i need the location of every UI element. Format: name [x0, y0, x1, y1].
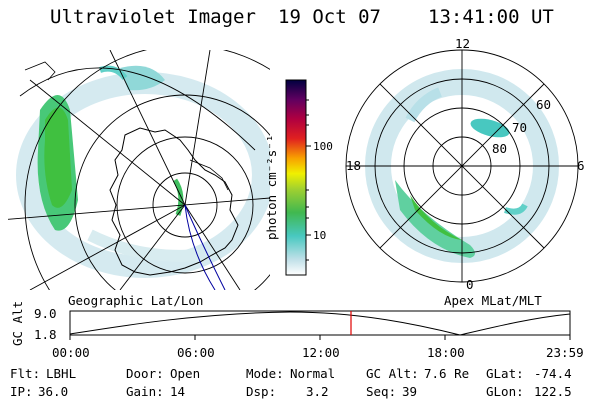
altitude-curve — [69, 311, 571, 336]
status-glat-value: -74.4 — [534, 366, 572, 381]
status-seq-label: Seq: — [366, 384, 397, 399]
lat-label-80: 80 — [492, 141, 508, 156]
coast-fragment — [24, 61, 56, 81]
status-mode-value: Normal — [290, 366, 336, 381]
status-flt-label: Flt: — [10, 366, 41, 381]
status-glon-value: 122.5 — [534, 384, 572, 399]
altitude-xtick-0600: 06:00 — [177, 345, 215, 360]
polar-plot — [345, 49, 579, 283]
status-ip-label: IP: — [10, 384, 33, 399]
colorbar-tick-10: 10 — [313, 229, 327, 242]
polar-panel-label: Apex MLat/MLT — [444, 293, 542, 308]
altitude-ylabel: GC Alt — [10, 300, 25, 346]
status-mode-label: Mode: — [246, 366, 284, 381]
status-dsp-label: Dsp: — [246, 384, 277, 399]
lat-label-70: 70 — [512, 120, 528, 135]
antarctica-coastline — [109, 127, 239, 276]
status-door-value: Open — [170, 366, 201, 381]
mlt-label-18: 18 — [346, 158, 362, 173]
lat-label-60: 60 — [536, 97, 552, 112]
altitude-xtick-1800: 18:00 — [427, 345, 465, 360]
geo-panel-label: Geographic Lat/Lon — [68, 293, 204, 308]
altitude-xtick-0000: 00:00 — [52, 345, 90, 360]
status-glon-label: GLon: — [486, 384, 524, 399]
geographic-map — [8, 50, 270, 290]
colorbar — [285, 79, 311, 276]
status-ip-value: 36.0 — [38, 384, 69, 399]
status-flt-value: LBHL — [46, 366, 77, 381]
mlt-label-6: 6 — [577, 158, 585, 173]
altitude-plot — [69, 310, 571, 340]
altitude-ytick-9: 9.0 — [34, 306, 57, 321]
ground-track — [184, 204, 226, 290]
altitude-ytick-1-8: 1.8 — [34, 327, 57, 342]
status-seq-value: 39 — [402, 384, 418, 399]
status-door-label: Door: — [126, 366, 164, 381]
altitude-xtick-2359: 23:59 — [546, 345, 584, 360]
date-label: 19 Oct 07 — [278, 6, 381, 28]
colorbar-unit-label: photon cm⁻²s⁻¹ — [264, 134, 279, 240]
mlt-label-0: 0 — [466, 277, 474, 292]
status-glat-label: GLat: — [486, 366, 524, 381]
mlt-label-12: 12 — [455, 36, 471, 51]
time-label: 13:41:00 UT — [428, 6, 554, 28]
status-gain-value: 14 — [170, 384, 186, 399]
instrument-title: Ultraviolet Imager — [50, 6, 256, 28]
aurora-oval-geo — [16, 65, 270, 278]
status-gcalt-value: 7.6 Re — [424, 366, 470, 381]
status-gcalt-label: GC Alt: — [366, 366, 419, 381]
geo-grid — [8, 50, 270, 290]
status-dsp-value: 3.2 — [306, 384, 329, 399]
altitude-xtick-1200: 12:00 — [302, 345, 340, 360]
colorbar-tick-100: 100 — [313, 140, 333, 153]
status-gain-label: Gain: — [126, 384, 164, 399]
